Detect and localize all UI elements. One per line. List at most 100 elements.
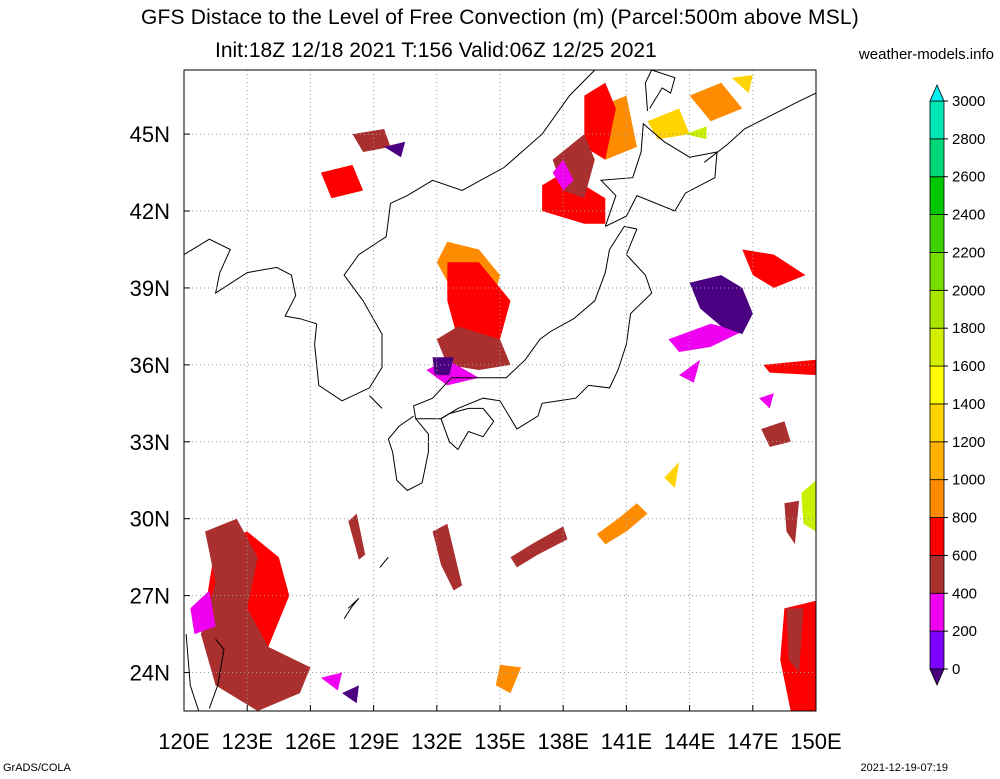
y-tick-label: 30N <box>130 507 170 532</box>
coastline <box>413 225 653 430</box>
legend-swatch <box>929 214 945 253</box>
legend-label: 1400 <box>952 396 985 413</box>
footer-credit: GrADS/COLA <box>3 762 71 774</box>
legend-label: 1800 <box>952 320 985 337</box>
legend-label: 0 <box>952 661 960 678</box>
y-tick-label: 33N <box>130 430 170 455</box>
legend-swatch <box>929 441 945 481</box>
field-patch <box>786 608 804 673</box>
coastline <box>387 415 429 492</box>
coastline <box>379 556 389 568</box>
legend-label: 1000 <box>952 472 985 489</box>
legend-swatch <box>929 630 945 670</box>
field-patch <box>352 129 391 152</box>
legend-label: 3000 <box>952 93 985 110</box>
x-tick-label: 123E <box>222 729 273 754</box>
legend-label: 2800 <box>952 131 985 148</box>
field-patch <box>689 82 743 122</box>
legend-arrow-bottom <box>929 668 945 686</box>
legend-swatch <box>929 176 945 216</box>
legend-arrow-top <box>929 84 945 102</box>
coastline <box>185 634 200 711</box>
legend-label: 2000 <box>952 282 985 299</box>
field-patch <box>200 518 311 711</box>
field-patch <box>679 359 701 383</box>
field-patch <box>761 421 791 447</box>
coastline <box>314 70 596 402</box>
y-tick-label: 36N <box>130 353 170 378</box>
field-patch <box>584 82 616 160</box>
field-patch <box>647 108 690 140</box>
color-legend: 0 200 400 600 800 1000 1200 1400 1600 1800 2000 220… <box>929 84 985 686</box>
x-tick-label: 141E <box>601 729 652 754</box>
coastline <box>369 395 383 409</box>
y-tick-label: 45N <box>130 122 170 147</box>
legend-label: 600 <box>952 547 977 564</box>
longitude-ticks: 120E 123E 126E 129E 132E 135E 138E 141E 144E 147E… <box>158 705 842 754</box>
legend-swatch <box>929 289 945 329</box>
field-patch <box>320 672 342 691</box>
field-patch <box>759 393 774 409</box>
y-tick-label: 24N <box>130 661 170 686</box>
lat-lon-grid <box>184 70 816 711</box>
latitude-ticks: 24N 27N 30N 33N 36N 39N 42N 45N <box>130 122 190 686</box>
x-tick-label: 132E <box>411 729 462 754</box>
field-patch <box>320 164 364 199</box>
legend-swatch <box>929 138 945 178</box>
field-patch <box>348 513 366 560</box>
coastline <box>440 407 495 451</box>
field-patch <box>731 75 753 94</box>
x-tick-label: 147E <box>727 729 778 754</box>
field-patch <box>190 590 216 635</box>
field-patch <box>763 359 816 376</box>
legend-swatch <box>929 403 945 443</box>
legend-label: 800 <box>952 510 977 527</box>
legend-label: 1200 <box>952 434 985 451</box>
coastline <box>703 92 816 163</box>
coastlines <box>184 70 816 711</box>
field-patch <box>742 249 806 288</box>
map-subtitle: Init:18Z 12/18 2021 T:156 Valid:06Z 12/2… <box>215 39 657 62</box>
coastline <box>649 70 676 109</box>
y-tick-label: 42N <box>130 199 170 224</box>
x-tick-label: 135E <box>474 729 525 754</box>
coastline <box>184 238 317 325</box>
footer-timestamp: 2021-12-19-07:19 <box>860 762 948 774</box>
field-patch <box>552 159 574 191</box>
coastline <box>208 638 225 709</box>
field-patch <box>436 326 511 370</box>
x-tick-label: 150E <box>790 729 841 754</box>
field-patch <box>447 262 511 340</box>
legend-label: 1600 <box>952 358 985 375</box>
legend-swatch <box>929 252 945 291</box>
x-tick-label: 138E <box>538 729 589 754</box>
coastline <box>644 70 653 112</box>
field-patch <box>542 172 606 224</box>
legend-swatch <box>929 517 945 556</box>
legend-swatch <box>929 365 945 405</box>
x-tick-label: 129E <box>348 729 399 754</box>
legend-label: 2600 <box>952 169 985 186</box>
x-tick-label: 144E <box>664 729 715 754</box>
coastline <box>600 122 718 227</box>
y-tick-label: 39N <box>130 276 170 301</box>
field-patch <box>432 523 463 591</box>
field-patch <box>801 480 816 532</box>
field-patch <box>664 462 680 488</box>
legend-label: 400 <box>952 585 977 602</box>
coastline <box>343 597 360 619</box>
field-patch <box>596 503 648 545</box>
field-patch <box>685 126 707 140</box>
map-title: GFS Distace to the Level of Free Convect… <box>141 6 859 29</box>
x-tick-label: 120E <box>158 729 209 754</box>
legend-swatch <box>929 479 945 518</box>
y-tick-label: 27N <box>130 584 170 609</box>
field-patch <box>668 323 743 352</box>
x-tick-label: 126E <box>285 729 336 754</box>
legend-swatch <box>929 555 945 594</box>
website-label: weather-models.info <box>858 46 994 63</box>
legend-label: 200 <box>952 623 977 640</box>
field-patch <box>495 664 522 694</box>
field-patch <box>689 275 753 335</box>
